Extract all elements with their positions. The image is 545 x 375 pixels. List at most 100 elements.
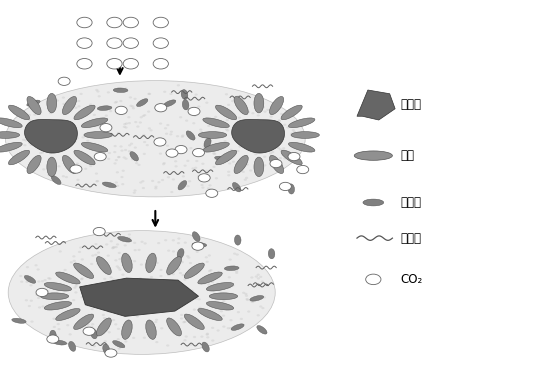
- Circle shape: [74, 106, 77, 109]
- Circle shape: [91, 160, 94, 162]
- Circle shape: [71, 315, 75, 317]
- Circle shape: [107, 38, 122, 48]
- Circle shape: [220, 295, 223, 297]
- Circle shape: [263, 156, 267, 158]
- Circle shape: [22, 139, 25, 141]
- Circle shape: [140, 116, 143, 118]
- Circle shape: [110, 240, 113, 242]
- Circle shape: [96, 247, 99, 249]
- Circle shape: [104, 330, 107, 332]
- Circle shape: [208, 184, 211, 186]
- Circle shape: [66, 103, 70, 105]
- Circle shape: [41, 305, 45, 308]
- Circle shape: [137, 249, 141, 251]
- Ellipse shape: [270, 155, 283, 174]
- Circle shape: [215, 107, 218, 109]
- Circle shape: [235, 272, 238, 274]
- Circle shape: [154, 186, 158, 188]
- Ellipse shape: [207, 302, 234, 310]
- Circle shape: [120, 176, 124, 178]
- Circle shape: [238, 146, 241, 148]
- Circle shape: [200, 336, 203, 338]
- Circle shape: [225, 93, 228, 95]
- Circle shape: [72, 255, 76, 258]
- Circle shape: [17, 124, 21, 126]
- Circle shape: [123, 108, 126, 111]
- Circle shape: [113, 151, 117, 153]
- Circle shape: [111, 292, 114, 294]
- Circle shape: [45, 125, 49, 128]
- Ellipse shape: [63, 155, 76, 174]
- Circle shape: [107, 91, 110, 93]
- Circle shape: [104, 328, 107, 330]
- Circle shape: [255, 145, 258, 147]
- Circle shape: [198, 307, 202, 309]
- Circle shape: [118, 252, 121, 254]
- Ellipse shape: [234, 155, 248, 174]
- Circle shape: [272, 161, 276, 164]
- Circle shape: [226, 129, 229, 132]
- Circle shape: [169, 133, 172, 135]
- Circle shape: [181, 300, 185, 302]
- Circle shape: [229, 319, 233, 321]
- Circle shape: [83, 327, 95, 335]
- Ellipse shape: [44, 302, 71, 310]
- Circle shape: [237, 95, 240, 98]
- Circle shape: [47, 174, 51, 176]
- Circle shape: [35, 143, 38, 146]
- Circle shape: [185, 335, 188, 338]
- Circle shape: [44, 279, 47, 281]
- Circle shape: [155, 319, 158, 321]
- Circle shape: [108, 331, 111, 333]
- Circle shape: [39, 152, 43, 154]
- Circle shape: [168, 269, 172, 271]
- Ellipse shape: [90, 329, 98, 339]
- Ellipse shape: [203, 142, 229, 152]
- Circle shape: [56, 99, 59, 102]
- Circle shape: [114, 259, 118, 261]
- Circle shape: [230, 268, 233, 270]
- Circle shape: [29, 284, 33, 286]
- Circle shape: [170, 191, 173, 193]
- Circle shape: [220, 310, 223, 312]
- Ellipse shape: [232, 183, 241, 192]
- Circle shape: [26, 266, 29, 268]
- Polygon shape: [232, 120, 284, 153]
- Ellipse shape: [8, 150, 29, 165]
- Circle shape: [215, 294, 218, 296]
- Circle shape: [255, 275, 258, 278]
- Circle shape: [209, 140, 212, 142]
- Ellipse shape: [270, 96, 283, 115]
- Circle shape: [181, 135, 185, 137]
- Circle shape: [95, 89, 99, 91]
- Circle shape: [202, 136, 205, 138]
- Circle shape: [277, 142, 280, 144]
- Circle shape: [124, 126, 128, 129]
- Circle shape: [124, 278, 127, 280]
- Circle shape: [100, 123, 112, 132]
- Ellipse shape: [8, 231, 275, 354]
- Circle shape: [222, 326, 226, 328]
- Circle shape: [30, 300, 33, 302]
- Circle shape: [139, 182, 142, 184]
- Circle shape: [115, 106, 127, 114]
- Text: 氥青质: 氥青质: [401, 99, 422, 111]
- Circle shape: [162, 163, 165, 165]
- Circle shape: [28, 305, 31, 307]
- Circle shape: [121, 256, 124, 258]
- Circle shape: [128, 150, 131, 152]
- Circle shape: [183, 279, 186, 281]
- Circle shape: [62, 103, 65, 105]
- Circle shape: [91, 323, 94, 325]
- Circle shape: [229, 148, 233, 151]
- Circle shape: [57, 308, 60, 310]
- Circle shape: [46, 126, 49, 128]
- Circle shape: [117, 328, 120, 330]
- Circle shape: [159, 153, 162, 155]
- Ellipse shape: [198, 272, 222, 284]
- Circle shape: [139, 122, 142, 124]
- Circle shape: [209, 269, 213, 272]
- Circle shape: [57, 328, 60, 330]
- Circle shape: [246, 299, 249, 301]
- Circle shape: [278, 120, 281, 122]
